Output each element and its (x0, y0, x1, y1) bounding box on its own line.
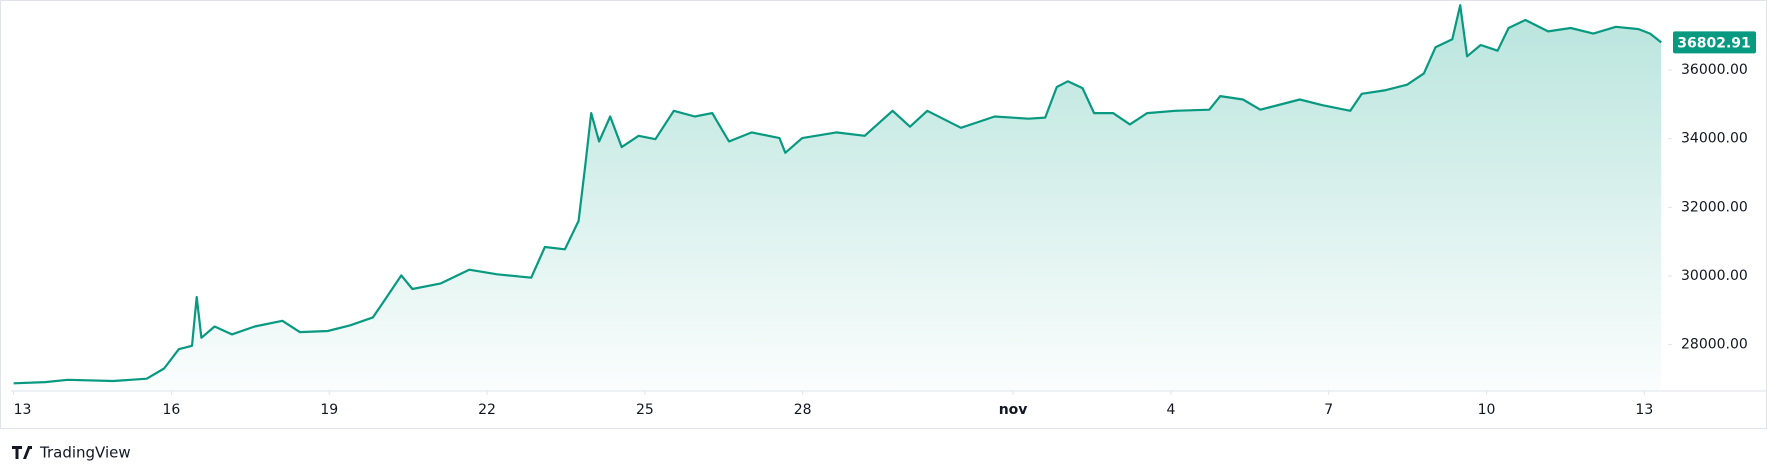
x-tick-label: 10 (1478, 402, 1496, 418)
last-price-tag (1673, 31, 1756, 54)
x-tick-label: 19 (320, 402, 338, 418)
x-tick-label: 25 (636, 402, 654, 418)
price-line (13, 4, 1662, 385)
x-tick-label: 13 (14, 402, 32, 418)
x-tick-label: 28 (794, 402, 812, 418)
y-tick-label: 28000.00 (1681, 337, 1748, 353)
watermark: TradingView (39, 444, 131, 462)
y-tick-label: 36000.00 (1681, 62, 1748, 78)
area-fill (13, 5, 1662, 391)
logo (12, 446, 32, 459)
x-tick-label: nov (999, 402, 1028, 418)
last-price-label: 36802.91 (1677, 35, 1751, 51)
x-tick-label: 13 (1635, 402, 1653, 418)
y-tick-label: 30000.00 (1681, 268, 1748, 284)
x-tick-label: 7 (1324, 402, 1333, 418)
y-tick-label: 34000.00 (1681, 131, 1748, 147)
x-tick-label: 16 (163, 402, 181, 418)
frame (0, 0, 1767, 429)
x-tick-label: 4 (1166, 402, 1175, 418)
x-tick-label: 22 (478, 402, 496, 418)
y-tick-label: 32000.00 (1681, 199, 1748, 215)
